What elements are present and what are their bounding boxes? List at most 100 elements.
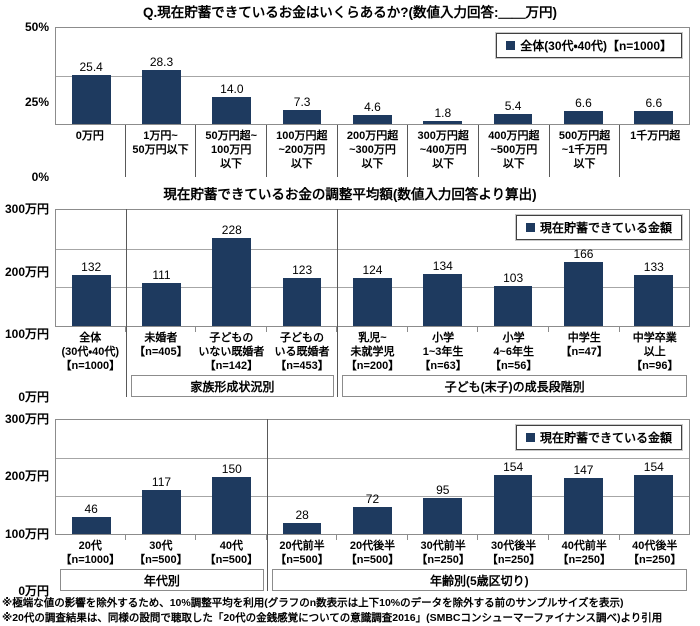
footnote: ※極端な値の影響を除外するため、10%調整平均を利用(グラフのn数表示は上下10…	[2, 597, 624, 609]
category-label: 全体 (30代・40代) 【n=1000】	[60, 332, 121, 373]
bar-value-label: 124	[362, 263, 383, 278]
category-label: 中学卒業 以上 【n=96】	[618, 327, 691, 373]
chart-title: Q.現在貯蓄できているお金はいくらあるか?(数値入力回答:＿＿万円)	[143, 5, 557, 20]
bar-value-label: 111	[152, 268, 171, 283]
gridline	[56, 457, 689, 459]
plot-area: 25.4 28.3 14.0 7.3 4.6 1.8 5.4 6.6 6.6 全体(30代・40…	[55, 27, 690, 125]
bar	[212, 97, 252, 124]
y-axis: 50% 25% 0%	[0, 21, 55, 183]
bar-value-label: 154	[643, 460, 664, 475]
y-axis: 300万円 200万円 100万円 0万円	[0, 413, 55, 597]
bar	[634, 274, 674, 326]
group-label-box: 子ども(末子)の成長段階別	[342, 375, 687, 397]
category-label: 中学生 【n=47】	[547, 327, 620, 373]
bar	[353, 506, 392, 534]
bar-value-label: 7.3	[293, 94, 311, 109]
bar	[353, 278, 392, 326]
category-label: 乳児~ 未就学児 【n=200】	[336, 327, 408, 373]
category-label: 200万円超 ~300万円 以下	[336, 125, 408, 177]
footnote: ※20代の調査結果は、同様の設問で聴取した「20代の金銭感覚についての意識調査2…	[2, 612, 663, 624]
group-separator-line	[337, 209, 339, 397]
bar-value-label: 117	[151, 474, 172, 489]
bar-column: 117	[126, 420, 196, 534]
category-label: 50万円超~ 100万円 以下	[195, 125, 266, 177]
bar-column: 28.3	[126, 28, 196, 124]
bar	[142, 489, 181, 534]
plot-area: 132 111 228 123 124 134 103 166 133 現在貯蓄できている金額	[55, 209, 690, 327]
bar-column: 4.6	[337, 28, 407, 124]
legend-label: 全体(30代・40代)【n=1000】	[520, 39, 672, 53]
plot-wrap: 46 117 150 28 72 95 154 147 154 現在貯蓄できている金額 20代【…	[55, 419, 690, 591]
bar-column: 6.6	[619, 28, 689, 124]
bar-value-label: 228	[221, 222, 242, 237]
group-label-box: 年齢別(5歳区切り)	[271, 569, 687, 591]
bar-value-label: 103	[503, 271, 524, 286]
legend-swatch-icon	[525, 223, 535, 232]
bar-value-label: 72	[365, 491, 380, 506]
bar-value-label: 134	[432, 259, 453, 274]
bar-value-label: 133	[643, 259, 664, 274]
bar	[142, 283, 181, 326]
category-label: 30代後半 【n=250】	[477, 535, 549, 567]
category-label: 20代 【n=1000】	[60, 540, 121, 567]
legend-swatch-icon	[525, 433, 535, 442]
y-tick-label: 300万円	[4, 412, 49, 426]
y-tick-label: 50%	[24, 20, 49, 34]
chart-legend: 全体(30代・40代)【n=1000】	[496, 33, 682, 58]
bar-column: 134	[408, 210, 478, 326]
bar-column: 124	[337, 210, 407, 326]
category-label-row: 20代 【n=1000】 30代 【n=500】 40代 【n=500】 20代前半 【n=5…	[55, 535, 690, 567]
bar	[71, 516, 111, 534]
bar-value-label: 28	[295, 508, 309, 523]
y-tick-label: 0万円	[18, 584, 49, 598]
bar	[71, 274, 111, 326]
plot-wrap: 25.4 28.3 14.0 7.3 4.6 1.8 5.4 6.6 6.6 全体(30代・40…	[55, 27, 690, 177]
category-label: 20代前半 【n=500】	[265, 535, 338, 567]
bar	[353, 115, 392, 124]
bar-columns: 132 111 228 123 124 134 103 166 133	[56, 210, 689, 326]
chart-legend: 現在貯蓄できている金額	[515, 215, 682, 240]
bar-column: 166	[548, 210, 618, 326]
legend-swatch-icon	[506, 41, 516, 50]
bar	[564, 261, 603, 326]
bar-value-label: 5.4	[504, 98, 522, 113]
bar-value-label: 150	[221, 462, 242, 476]
category-label-row: 全体 (30代・40代) 【n=1000】 未婚者 【n=405】 子どもの いない既婚者【…	[55, 327, 690, 373]
category-label: 1千万円超	[619, 125, 690, 177]
bar	[282, 523, 322, 534]
bar-column: 150	[197, 420, 267, 534]
bar	[423, 497, 463, 534]
y-tick-label: 0%	[31, 170, 49, 184]
gridline	[56, 76, 689, 77]
bar-value-label: 25.4	[79, 60, 103, 75]
bar-column: 111	[126, 210, 196, 326]
plot-area: 46 117 150 28 72 95 154 147 154 現在貯蓄できている金額	[55, 419, 690, 535]
bar-column: 133	[619, 210, 689, 326]
bar-column: 46	[56, 420, 126, 534]
footnotes: ※極端な値の影響を除外するため、10%調整平均を利用(グラフのn数表示は上下10…	[0, 596, 700, 626]
category-label: 100万円超 ~200万円 以下	[266, 125, 337, 177]
bar-column: 14.0	[197, 28, 267, 124]
bar-column: 72	[337, 420, 407, 534]
category-label: 子どもの いる既婚者 【n=453】	[265, 327, 338, 373]
bar-column: 5.4	[478, 28, 548, 124]
group-separator-line	[266, 419, 268, 591]
y-axis: 300万円 200万円 100万円 0万円	[0, 203, 55, 403]
bar	[423, 274, 463, 326]
y-tick-label: 100万円	[4, 327, 49, 342]
chart-title: 現在貯蓄できているお金の調整平均額(数値入力回答より算出)	[163, 187, 537, 202]
category-label: 1万円~ 50万円以下	[124, 125, 196, 177]
bar-value-label: 28.3	[149, 54, 174, 69]
y-tick-label: 25%	[24, 95, 49, 109]
bar	[142, 69, 181, 124]
bar	[493, 286, 533, 326]
category-label: 小学 1~3年生 【n=63】	[406, 327, 479, 373]
bar-column: 154	[478, 420, 548, 534]
category-label: 30代前半 【n=250】	[406, 535, 479, 567]
y-tick-label: 200万円	[4, 264, 49, 279]
bar	[282, 278, 322, 326]
bar-column: 6.6	[548, 28, 618, 124]
bar	[423, 120, 463, 124]
category-label: 400万円超 ~500万円 以下	[478, 125, 549, 177]
